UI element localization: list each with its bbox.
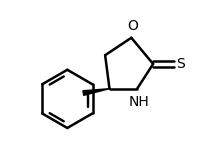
Text: NH: NH xyxy=(128,95,149,109)
Text: S: S xyxy=(177,57,185,71)
Polygon shape xyxy=(83,89,110,95)
Text: O: O xyxy=(127,19,138,33)
